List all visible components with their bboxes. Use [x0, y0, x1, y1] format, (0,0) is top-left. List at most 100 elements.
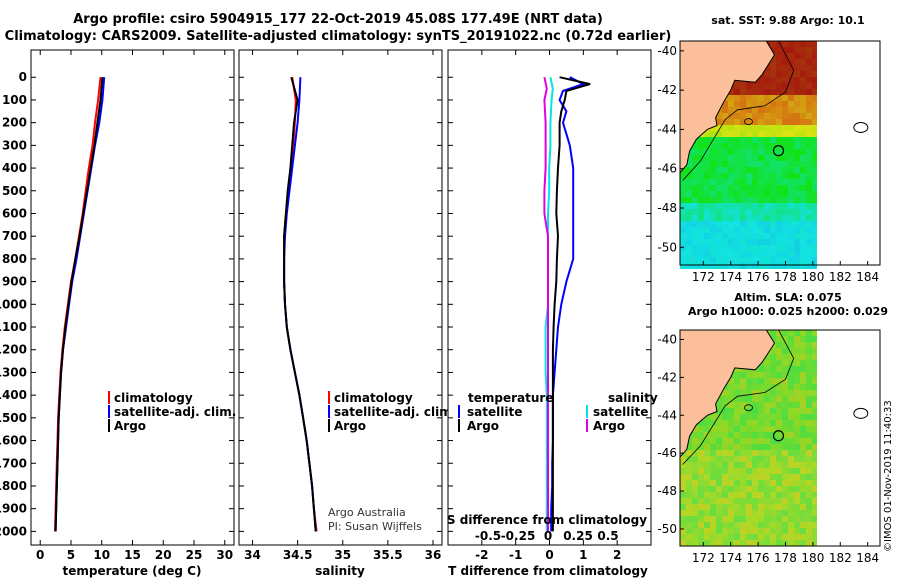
map-cell: [722, 402, 728, 408]
map-cell: [740, 149, 746, 155]
map-cell: [710, 516, 716, 522]
map-cell: [764, 221, 770, 227]
map-cell: [794, 227, 800, 233]
legend-label-satellite: satellite-adj. clim.: [114, 405, 236, 419]
depth-tick-label: 1500: [0, 411, 27, 425]
map-cell: [710, 185, 716, 191]
map-cell: [812, 444, 817, 450]
map-cell: [800, 71, 806, 77]
map-cell: [734, 540, 740, 546]
map-cell: [806, 450, 812, 456]
map-cell: [728, 480, 734, 486]
series-line-s-argo: [543, 76, 549, 532]
map-cell: [752, 215, 758, 221]
map-cell: [686, 456, 692, 462]
map-cell: [788, 149, 794, 155]
map-cell: [770, 131, 776, 137]
map-cell: [788, 83, 794, 89]
map-cell: [722, 498, 728, 504]
map-cell: [770, 143, 776, 149]
map-cell: [722, 233, 728, 239]
map-cell: [794, 534, 800, 540]
map-cell: [788, 173, 794, 179]
map-cell: [752, 390, 758, 396]
map-cell: [686, 245, 692, 251]
map-cell: [716, 516, 722, 522]
map-cell: [788, 95, 794, 101]
map-cell: [734, 426, 740, 432]
map-cell: [734, 462, 740, 468]
map-cell: [740, 203, 746, 209]
map-cell: [686, 167, 692, 173]
map-cell: [734, 522, 740, 528]
map-cell: [728, 257, 734, 263]
map-cell: [794, 101, 800, 107]
map-cell: [752, 462, 758, 468]
map-cell: [806, 125, 812, 131]
map-cell: [800, 354, 806, 360]
map-cell: [758, 378, 764, 384]
map-cell: [740, 390, 746, 396]
map-cell: [704, 131, 710, 137]
map-cell: [734, 263, 740, 269]
map-cell: [776, 173, 782, 179]
map-cell: [710, 263, 716, 269]
map-cell: [716, 119, 722, 125]
map-cell: [764, 438, 770, 444]
map-cell: [788, 113, 794, 119]
map-cell: [728, 101, 734, 107]
map-cell: [794, 480, 800, 486]
map-cell: [746, 119, 752, 125]
map-cell: [776, 53, 782, 59]
map-cell: [758, 474, 764, 480]
map-cell: [800, 336, 806, 342]
depth-tick-label: 600: [2, 206, 27, 220]
map-cell: [782, 161, 788, 167]
map-cell: [728, 504, 734, 510]
map-cell: [740, 420, 746, 426]
map-cell: [812, 251, 817, 257]
map-cell: [770, 161, 776, 167]
map-cell: [800, 444, 806, 450]
map-cell: [776, 444, 782, 450]
map-cell: [752, 191, 758, 197]
map-cell: [770, 336, 776, 342]
map-cell: [794, 167, 800, 173]
map-cell: [812, 426, 817, 432]
salinity-legend: climatology satellite-adj. clim. Argo: [328, 391, 456, 433]
map-cell: [680, 480, 686, 486]
map-cell: [758, 450, 764, 456]
map-cell: [680, 191, 686, 197]
map-cell: [680, 173, 686, 179]
map-cell: [716, 534, 722, 540]
map-cell: [746, 113, 752, 119]
map-cell: [764, 432, 770, 438]
map-cell: [764, 372, 770, 378]
map-cell: [746, 474, 752, 480]
map-cell: [722, 432, 728, 438]
map-cell: [788, 197, 794, 203]
map-cell: [800, 522, 806, 528]
map-cell: [686, 251, 692, 257]
map-cell: [728, 137, 734, 143]
map-cell: [728, 125, 734, 131]
map-x-tick-label: 178: [774, 551, 797, 565]
map-cell: [740, 245, 746, 251]
map-cell: [728, 107, 734, 113]
salinity-axes-frame: [238, 49, 443, 546]
map-cell: [740, 221, 746, 227]
map-cell: [788, 203, 794, 209]
map-cell: [734, 444, 740, 450]
map-cell: [728, 167, 734, 173]
map-cell: [788, 71, 794, 77]
map-cell: [806, 167, 812, 173]
map-cell: [788, 450, 794, 456]
map-cell: [776, 426, 782, 432]
map-cell: [752, 498, 758, 504]
map-cell: [704, 221, 710, 227]
map-cell: [782, 534, 788, 540]
map-cell: [776, 378, 782, 384]
map-cell: [740, 95, 746, 101]
map-cell: [698, 221, 704, 227]
map-cell: [710, 492, 716, 498]
